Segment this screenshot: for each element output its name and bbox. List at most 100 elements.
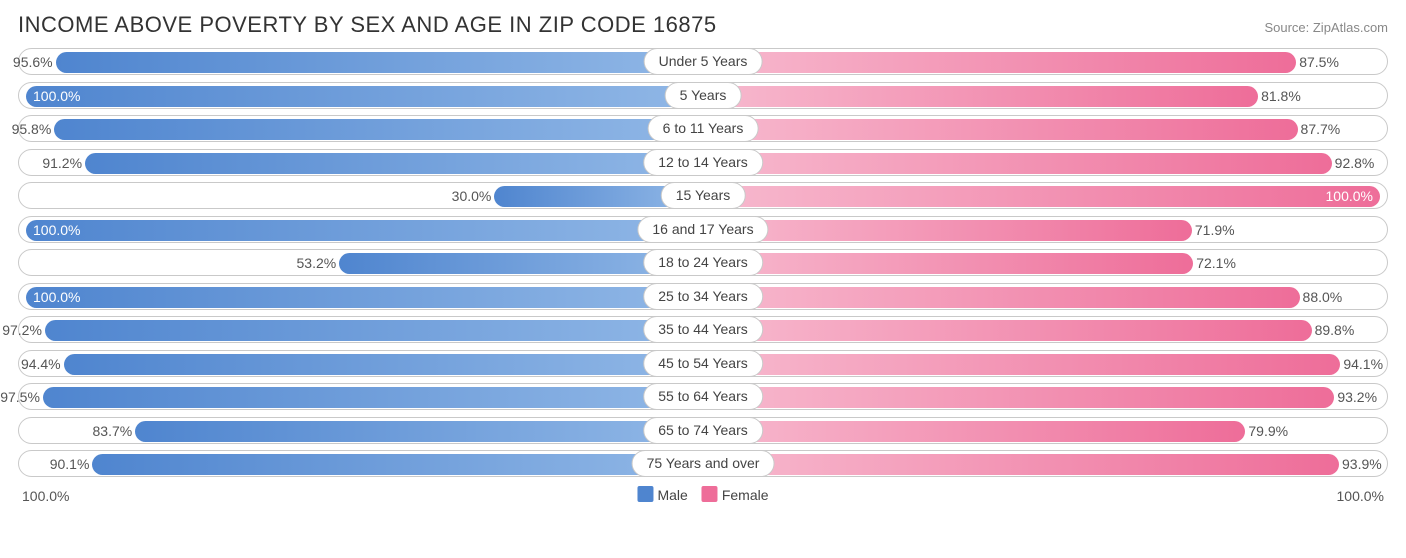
bar-male bbox=[64, 354, 695, 375]
track-male: 97.5% bbox=[18, 383, 699, 410]
value-female: 93.2% bbox=[1331, 384, 1377, 411]
chart-row: 100.0% 88.0% 25 to 34 Years bbox=[18, 283, 1388, 310]
bar-female bbox=[711, 320, 1312, 341]
chart-row: 30.0% 100.0% 15 Years bbox=[18, 182, 1388, 209]
category-label: Under 5 Years bbox=[644, 48, 763, 75]
track-male: 95.6% bbox=[18, 48, 699, 75]
category-label: 6 to 11 Years bbox=[648, 115, 759, 142]
track-male: 100.0% bbox=[18, 82, 699, 109]
value-female: 89.8% bbox=[1309, 317, 1355, 344]
category-label: 65 to 74 Years bbox=[643, 417, 763, 444]
chart-row: 95.6% 87.5%Under 5 Years bbox=[18, 48, 1388, 75]
bar-male bbox=[135, 421, 695, 442]
value-male: 53.2% bbox=[297, 250, 343, 277]
track-male: 91.2% bbox=[18, 149, 699, 176]
track-male: 83.7% bbox=[18, 417, 699, 444]
value-male: 95.6% bbox=[13, 49, 59, 76]
value-female: 88.0% bbox=[1297, 284, 1343, 311]
value-female: 81.8% bbox=[1255, 83, 1301, 110]
bar-male bbox=[26, 86, 695, 107]
bar-male bbox=[54, 119, 695, 140]
category-label: 12 to 14 Years bbox=[643, 149, 763, 176]
value-male: 91.2% bbox=[42, 150, 88, 177]
value-female: 71.9% bbox=[1189, 217, 1235, 244]
bar-male bbox=[26, 220, 695, 241]
bar-male bbox=[26, 287, 695, 308]
category-label: 55 to 64 Years bbox=[643, 383, 763, 410]
axis-label-right: 100.0% bbox=[1337, 488, 1384, 504]
track-female: 79.9% bbox=[707, 417, 1388, 444]
value-female: 100.0% bbox=[1326, 183, 1373, 210]
track-female: 92.8% bbox=[707, 149, 1388, 176]
legend-label-male: Male bbox=[657, 487, 687, 503]
bar-female bbox=[711, 52, 1296, 73]
value-male: 100.0% bbox=[33, 83, 80, 110]
chart-row: 90.1% 93.9% 75 Years and over bbox=[18, 450, 1388, 477]
track-female: 71.9% bbox=[707, 216, 1388, 243]
track-male: 30.0% bbox=[18, 182, 699, 209]
bar-female bbox=[711, 220, 1192, 241]
chart-row: 100.0% 81.8% 5 Years bbox=[18, 82, 1388, 109]
chart-row: 100.0% 71.9% 16 and 17 Years bbox=[18, 216, 1388, 243]
track-female: 93.2% bbox=[707, 383, 1388, 410]
category-label: 75 Years and over bbox=[632, 450, 775, 477]
chart-footer: 100.0% Male Female 100.0% bbox=[18, 484, 1388, 514]
bar-male bbox=[85, 153, 695, 174]
chart-row: 94.4% 94.1%45 to 54 Years bbox=[18, 350, 1388, 377]
track-female: 81.8% bbox=[707, 82, 1388, 109]
chart-row: 97.2%89.8%35 to 44 Years bbox=[18, 316, 1388, 343]
bar-female bbox=[711, 287, 1300, 308]
category-label: 15 Years bbox=[661, 182, 746, 209]
value-male: 100.0% bbox=[33, 284, 80, 311]
legend-swatch-male bbox=[637, 486, 653, 502]
track-female: 87.7% bbox=[707, 115, 1388, 142]
category-label: 25 to 34 Years bbox=[643, 283, 763, 310]
chart-row: 95.8%87.7%6 to 11 Years bbox=[18, 115, 1388, 142]
track-male: 94.4% bbox=[18, 350, 699, 377]
chart-row: 83.7% 79.9%65 to 74 Years bbox=[18, 417, 1388, 444]
bar-female bbox=[711, 421, 1245, 442]
chart-title: INCOME ABOVE POVERTY BY SEX AND AGE IN Z… bbox=[18, 12, 717, 38]
legend: Male Female bbox=[637, 486, 768, 503]
bar-female bbox=[711, 86, 1258, 107]
legend-label-female: Female bbox=[722, 487, 769, 503]
value-female: 92.8% bbox=[1329, 150, 1375, 177]
track-male: 100.0% bbox=[18, 283, 699, 310]
chart-header: INCOME ABOVE POVERTY BY SEX AND AGE IN Z… bbox=[18, 12, 1388, 38]
category-label: 35 to 44 Years bbox=[643, 316, 763, 343]
axis-label-left: 100.0% bbox=[22, 488, 69, 504]
track-female: 87.5% bbox=[707, 48, 1388, 75]
value-male: 97.5% bbox=[0, 384, 46, 411]
chart-row: 91.2% 92.8% 12 to 14 Years bbox=[18, 149, 1388, 176]
bar-male bbox=[43, 387, 695, 408]
track-female: 72.1% bbox=[707, 249, 1388, 276]
value-male: 30.0% bbox=[452, 183, 498, 210]
bar-female bbox=[711, 186, 1380, 207]
bar-male bbox=[56, 52, 695, 73]
value-female: 87.7% bbox=[1295, 116, 1341, 143]
value-female: 72.1% bbox=[1190, 250, 1236, 277]
bar-female bbox=[711, 119, 1298, 140]
track-female: 89.8% bbox=[707, 316, 1388, 343]
category-label: 5 Years bbox=[665, 82, 742, 109]
legend-swatch-female bbox=[702, 486, 718, 502]
bar-male bbox=[339, 253, 695, 274]
value-male: 83.7% bbox=[93, 418, 139, 445]
track-male: 53.2% bbox=[18, 249, 699, 276]
value-male: 95.8% bbox=[12, 116, 58, 143]
bar-male bbox=[92, 454, 695, 475]
diverging-bar-chart: 95.6% 87.5%Under 5 Years 100.0% 81.8% 5 Year… bbox=[18, 48, 1388, 477]
value-female: 93.9% bbox=[1336, 451, 1382, 478]
track-female: 100.0% bbox=[707, 182, 1388, 209]
category-label: 45 to 54 Years bbox=[643, 350, 763, 377]
track-female: 94.1% bbox=[707, 350, 1388, 377]
bar-female bbox=[711, 387, 1334, 408]
value-male: 90.1% bbox=[50, 451, 96, 478]
bar-female bbox=[711, 153, 1332, 174]
track-female: 88.0% bbox=[707, 283, 1388, 310]
bar-male bbox=[45, 320, 695, 341]
legend-item-female: Female bbox=[702, 486, 769, 503]
value-male: 100.0% bbox=[33, 217, 80, 244]
chart-row: 53.2%72.1%18 to 24 Years bbox=[18, 249, 1388, 276]
category-label: 16 and 17 Years bbox=[637, 216, 768, 243]
